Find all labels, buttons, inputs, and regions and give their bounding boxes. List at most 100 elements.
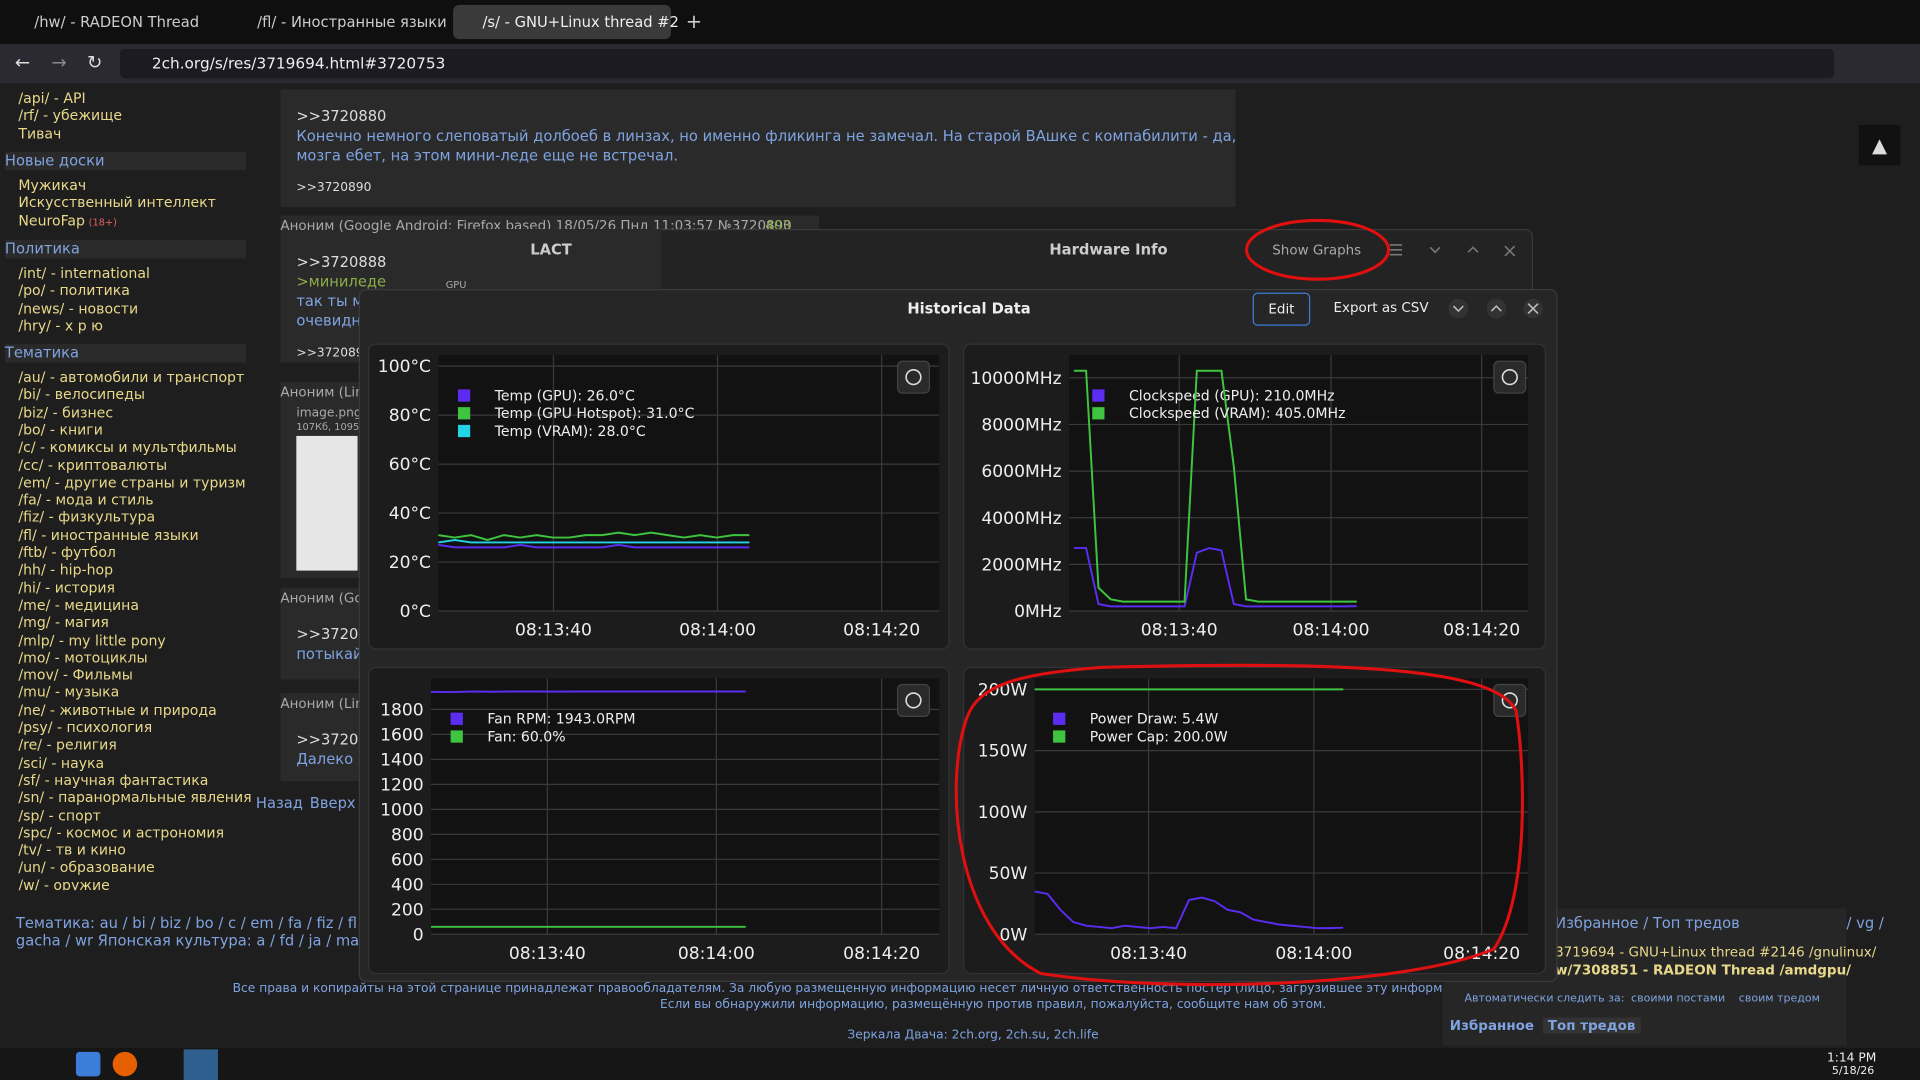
legend-label: Temp (GPU): 26.0°C — [494, 388, 635, 404]
age-tag: (18+) — [88, 216, 117, 228]
legend-swatch — [1053, 712, 1066, 725]
board-link[interactable]: /news/ - новости — [18, 299, 139, 317]
file-size: 107Кб, 1095 — [296, 421, 360, 433]
x-tick-label: 08:14:20 — [1443, 621, 1520, 641]
board-link[interactable]: /sn/ - паранормальные явления — [18, 788, 252, 806]
scroll-top[interactable]: ▲ — [1858, 124, 1901, 166]
legend-swatch — [457, 424, 471, 438]
board-link[interactable]: /re/ - религия — [18, 736, 117, 754]
checkbox-label[interactable]: своими постами — [1631, 993, 1726, 1006]
legend-swatch — [1092, 407, 1105, 420]
nav-link[interactable]: Вверх — [309, 794, 356, 812]
edit-button[interactable]: Edit — [1252, 292, 1311, 326]
nav-link[interactable]: Назад — [255, 794, 303, 812]
thread-link[interactable]: 3719694 - GNU+Linux thread #2146 /gnulin… — [1555, 944, 1877, 961]
board-link[interactable]: /un/ - образование — [18, 858, 155, 876]
board-link[interactable]: /w/ - оружие — [18, 876, 110, 891]
export-button[interactable]: Export as CSV — [1333, 300, 1429, 316]
board-link[interactable]: /em/ - другие страны и туризм — [18, 473, 246, 491]
board-link[interactable]: NeuroFap (18+) — [18, 211, 117, 229]
board-link[interactable]: /mg/ - магия — [18, 613, 109, 631]
thread-link[interactable]: w/7308851 - RADEON Thread /amdgpu/ — [1555, 962, 1852, 979]
board-link[interactable]: /po/ - политика — [18, 281, 130, 300]
series-line — [438, 543, 750, 549]
reply-link[interactable]: >>3720888 — [296, 253, 387, 271]
y-tick-label: 1000 — [380, 800, 424, 820]
board-link[interactable]: /psy/ - психология — [18, 718, 153, 736]
back-button[interactable]: ← — [14, 51, 31, 74]
info-button — [1493, 360, 1527, 394]
board-link[interactable]: /int/ - international — [18, 264, 150, 282]
footer-text: Если вы обнаружили информацию, размещённ… — [660, 997, 1327, 1012]
app-icon[interactable] — [183, 1049, 218, 1080]
board-link[interactable]: /mu/ - музыка — [18, 683, 120, 701]
app-title: LACT — [530, 241, 572, 259]
board-link[interactable]: /c/ - комиксы и мультфильмы — [18, 438, 237, 456]
board-link[interactable]: /ne/ - животные и природа — [18, 701, 217, 719]
board-link[interactable]: Искусственный интеллект — [18, 193, 216, 211]
board-link[interactable]: /rf/ - убежище — [18, 106, 123, 125]
board-link[interactable]: /hh/ - hip-hop — [18, 561, 114, 579]
legend-label: Power Draw: 5.4W — [1090, 712, 1219, 728]
board-link[interactable]: Тивач — [18, 124, 62, 142]
tab-bar — [0, 0, 1920, 45]
board-link[interactable]: /mov/ - Фильмы — [18, 666, 133, 684]
section-title: Политика — [4, 240, 247, 259]
reply-link[interactable]: >>37208 — [296, 625, 368, 643]
board-link[interactable]: /hry/ - х р ю — [18, 317, 104, 335]
board-link[interactable]: /mo/ - мотоциклы — [18, 648, 148, 666]
tab-button[interactable]: Избранное — [1449, 1017, 1535, 1034]
info-icon — [905, 369, 922, 386]
series-line — [431, 690, 746, 694]
board-link[interactable]: /cc/ - криптовалюты — [18, 456, 168, 474]
tab-button[interactable]: Топ тредов — [1542, 1017, 1641, 1034]
backlink[interactable]: >>3720893 — [296, 346, 372, 361]
reply-link[interactable]: >>3720880 — [296, 107, 387, 125]
reply-link[interactable]: >>37208 — [296, 731, 368, 749]
post-text: так ты м — [296, 292, 364, 310]
reload-button[interactable]: ↻ — [86, 51, 103, 74]
board-link[interactable]: /me/ - медицина — [18, 596, 140, 614]
board-link[interactable]: /biz/ - бизнес — [18, 403, 114, 421]
forward-button[interactable]: → — [51, 51, 67, 74]
app-icon[interactable] — [112, 1051, 138, 1077]
sidebar: /api/ - API/rf/ - убежище Тивач Новые доск… — [0, 89, 251, 890]
annotation — [954, 218, 1524, 987]
post-text: потыкай — [296, 645, 363, 663]
file-name[interactable]: image.png — [296, 406, 362, 421]
board-link[interactable]: Мужикач — [18, 176, 87, 194]
legend-label: Clockspeed (VRAM): 405.0MHz — [1129, 406, 1346, 422]
thumbnail[interactable] — [296, 435, 358, 571]
board-link[interactable]: /bi/ - велосипеды — [18, 386, 145, 404]
board-link[interactable]: /mlp/ - my little pony — [18, 631, 166, 649]
board-link[interactable]: /fiz/ - физкультура — [18, 508, 156, 526]
checkbox-label[interactable]: своим тредом — [1738, 993, 1820, 1006]
board-link[interactable]: /sp/ - спорт — [18, 806, 101, 824]
board-link[interactable]: /sf/ - научная фантастика — [18, 771, 209, 789]
board-link[interactable]: /tv/ - тв и кино — [18, 841, 126, 859]
clock: 1:14 PM — [1826, 1051, 1877, 1066]
board-link[interactable]: /fa/ - мода и стиль — [18, 491, 154, 509]
legend-swatch — [450, 712, 463, 725]
tab[interactable]: /fl/ - Иностранные языки — [257, 13, 447, 31]
board-link[interactable]: /bo/ - книги — [18, 421, 103, 439]
board-link[interactable]: /api/ - API — [18, 89, 86, 107]
board-link[interactable]: /au/ - автомобили и транспорт — [18, 368, 245, 386]
board-link[interactable]: /ftb/ - футбол — [18, 543, 116, 561]
new-tab[interactable]: + — [685, 9, 703, 34]
backlink[interactable]: >>3720890 — [296, 181, 372, 195]
board-link[interactable]: /hi/ - история — [18, 578, 116, 596]
show-graphs-button[interactable]: Show Graphs — [1272, 242, 1362, 259]
y-tick-label: 0 — [413, 925, 424, 945]
tab[interactable]: /s/ - GNU+Linux thread #2 — [453, 4, 679, 40]
x-tick-label: 08:14:00 — [679, 621, 756, 641]
board-link[interactable]: /spc/ - космос и астрономия — [18, 823, 225, 841]
board-link[interactable]: /sci/ - наука — [18, 753, 105, 771]
board-link[interactable]: / vg / — [1846, 914, 1884, 932]
y-tick-label: 80°C — [389, 406, 431, 426]
tab[interactable]: /hw/ - RADEON Thread — [34, 13, 200, 31]
app-icon[interactable] — [75, 1051, 101, 1077]
url-field[interactable]: 2ch.org/s/res/3719694.html#3720753 — [120, 48, 1835, 79]
board-link[interactable]: /fl/ - иностранные языки — [18, 526, 199, 544]
